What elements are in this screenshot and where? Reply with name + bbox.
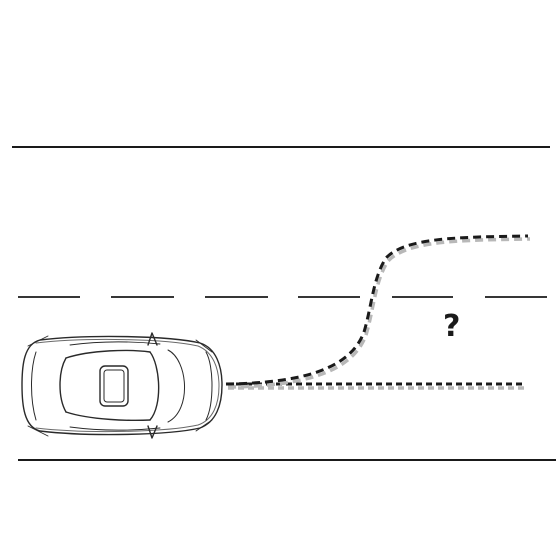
car-sketch-stroke [195, 419, 213, 432]
car-body-sketch [35, 338, 220, 433]
car-sketch-stroke [195, 339, 213, 353]
car-mirror-left [147, 332, 158, 346]
car-windshield [149, 351, 160, 421]
path-straight [226, 382, 528, 390]
car-mirror-right [147, 425, 158, 439]
car-trunk-line [31, 351, 37, 421]
car-front [205, 351, 213, 421]
car-sunroof-inner [103, 369, 125, 403]
car-cabin-top [65, 349, 151, 359]
car-rear-window [59, 357, 67, 413]
car-sketch-stroke [27, 335, 49, 347]
car-sketch-stroke [27, 425, 49, 437]
car-cabin-bottom [65, 411, 151, 422]
car-hood-line [167, 349, 185, 423]
car-door-line-bottom [69, 426, 161, 431]
car-door-line-top [69, 341, 161, 346]
car-sunroof [99, 365, 129, 407]
question-mark-label: ? [443, 309, 460, 344]
path-lane-change [225, 234, 531, 389]
car [21, 332, 223, 439]
